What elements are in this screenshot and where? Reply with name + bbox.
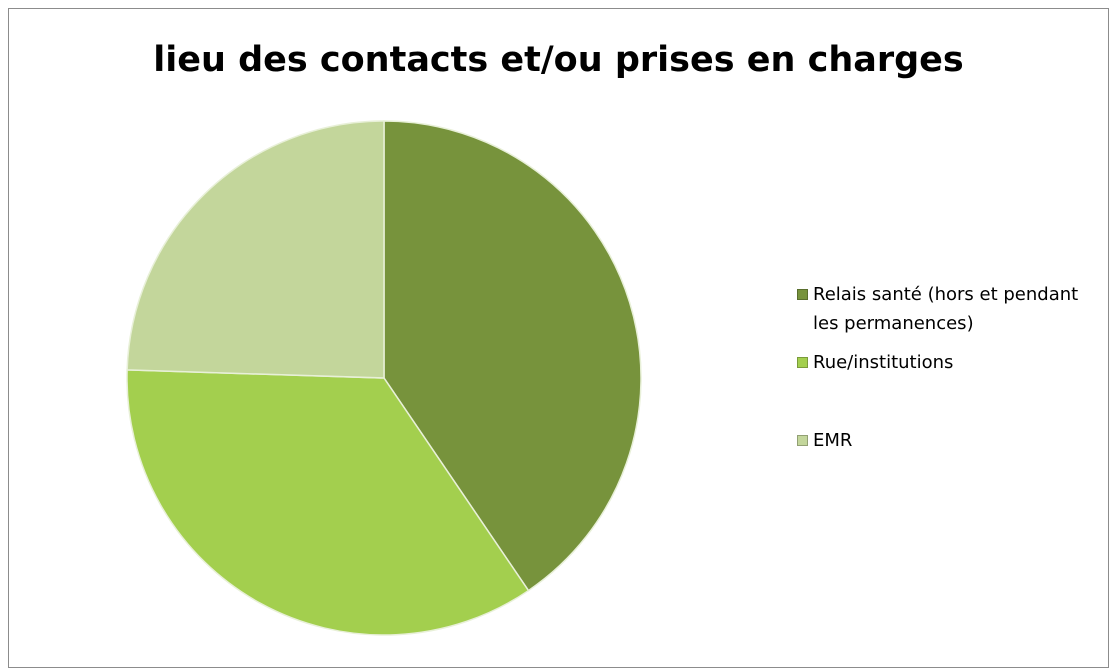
pie-slice <box>383 120 642 592</box>
pie-slice <box>126 369 530 636</box>
pie-slice <box>126 120 385 379</box>
legend-item: Rue/institutions <box>797 348 1117 377</box>
chart-title: lieu des contacts et/ou prises en charge… <box>153 40 964 80</box>
legend-swatch <box>797 435 808 446</box>
legend-item: Relais santé (hors et pendant les perman… <box>797 280 1117 338</box>
legend-label: EMR <box>813 430 853 451</box>
legend-swatch <box>797 289 808 300</box>
legend-label: Rue/institutions <box>813 352 954 373</box>
legend-swatch <box>797 357 808 368</box>
legend-label: Relais santé (hors et pendant les perman… <box>813 284 1079 334</box>
legend-item: EMR <box>797 426 1117 455</box>
